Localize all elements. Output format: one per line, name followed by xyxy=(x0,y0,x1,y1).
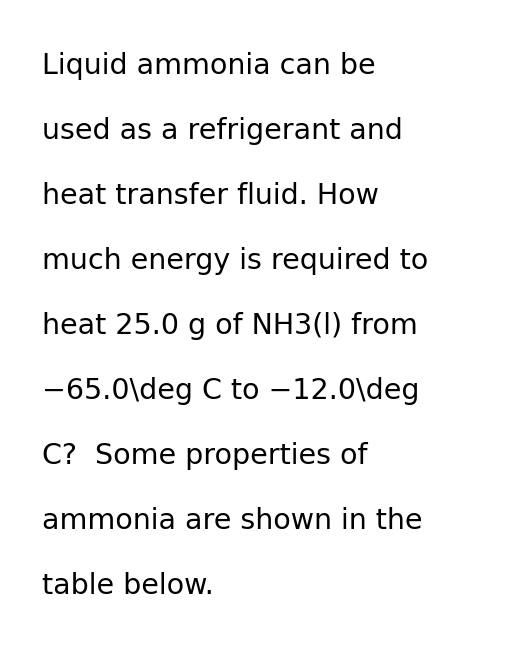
Text: −65.0\deg C to −12.0\deg: −65.0\deg C to −12.0\deg xyxy=(42,377,420,405)
Text: ammonia are shown in the: ammonia are shown in the xyxy=(42,507,422,535)
Text: used as a refrigerant and: used as a refrigerant and xyxy=(42,117,403,145)
Text: heat transfer fluid. How: heat transfer fluid. How xyxy=(42,182,379,210)
Text: Liquid ammonia can be: Liquid ammonia can be xyxy=(42,52,375,80)
Text: heat 25.0 g of NH3(l) from: heat 25.0 g of NH3(l) from xyxy=(42,312,418,340)
Text: C?  Some properties of: C? Some properties of xyxy=(42,442,367,470)
Text: table below.: table below. xyxy=(42,572,214,600)
Text: much energy is required to: much energy is required to xyxy=(42,247,428,275)
